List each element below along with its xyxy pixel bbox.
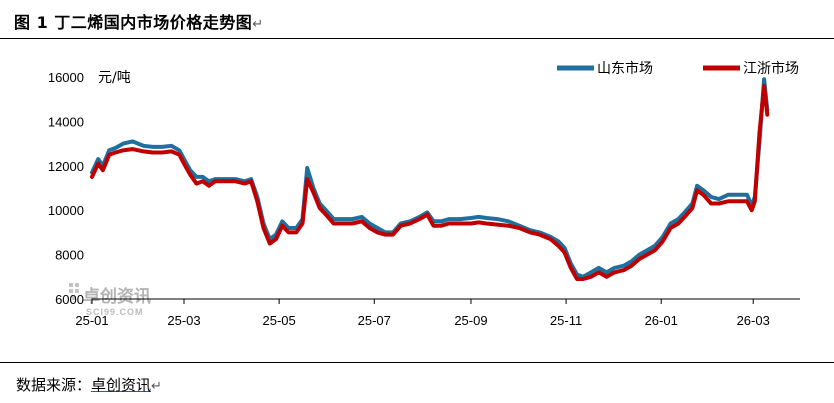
- data-source-label: 数据来源：: [16, 376, 92, 394]
- legend-item-jiangzhe: 江浙市场: [703, 60, 799, 77]
- x-tick-label: 25-05: [263, 313, 296, 328]
- y-axis-unit-label: 元/吨: [98, 70, 131, 86]
- chart-title: 图 1 丁二烯国内市场价格走势图↵: [14, 9, 264, 33]
- watermark-text: 卓创资讯: [83, 286, 151, 307]
- y-axis: 6000 8000 10000 12000 14000 16000: [48, 70, 84, 307]
- x-axis: 25-01 25-03 25-05 25-07 25-09 25-11 26-01 26-03: [75, 298, 800, 328]
- x-tick-label: 25-11: [550, 313, 582, 328]
- legend-label-jiangzhe: 江浙市场: [743, 60, 799, 77]
- legend-label-shandong: 山东市场: [597, 60, 653, 77]
- chart-title-text: 图 1 丁二烯国内市场价格走势图: [14, 13, 253, 32]
- series-lines: [90, 77, 770, 281]
- x-tick-label: 26-03: [737, 313, 770, 328]
- data-source-name: 卓创资讯: [91, 376, 152, 394]
- y-tick-label: 8000: [55, 248, 84, 263]
- source-bar: 数据来源：卓创资讯↵: [0, 362, 834, 403]
- watermark-subtext: SCI99.COM: [86, 307, 144, 317]
- y-tick-label: 14000: [48, 114, 84, 129]
- watermark: 卓创资讯 SCI99.COM: [69, 283, 151, 317]
- y-tick-label: 6000: [55, 292, 84, 307]
- x-tick-label: 25-01: [75, 313, 108, 328]
- x-tick-label: 25-03: [167, 313, 200, 328]
- price-line-chart: 卓创资讯 SCI99.COM 元/吨 6000 8000 10000 12000 140…: [48, 60, 800, 328]
- series-line-jiangzhe: [90, 83, 770, 281]
- y-tick-label: 16000: [48, 70, 84, 85]
- data-source: 数据来源：卓创资讯↵: [16, 374, 162, 395]
- legend: 山东市场 江浙市场: [557, 60, 799, 77]
- x-tick-label: 25-07: [358, 313, 391, 328]
- return-mark-icon: ↵: [151, 379, 162, 394]
- return-mark-icon: ↵: [252, 17, 264, 32]
- x-tick-label: 26-01: [645, 313, 678, 328]
- y-tick-label: 10000: [48, 203, 84, 218]
- title-bar: 图 1 丁二烯国内市场价格走势图↵: [0, 0, 834, 39]
- x-tick-label: 25-09: [454, 313, 487, 328]
- watermark-logo-icon: [69, 283, 79, 300]
- y-tick-label: 12000: [48, 159, 84, 174]
- legend-item-shandong: 山东市场: [557, 60, 653, 77]
